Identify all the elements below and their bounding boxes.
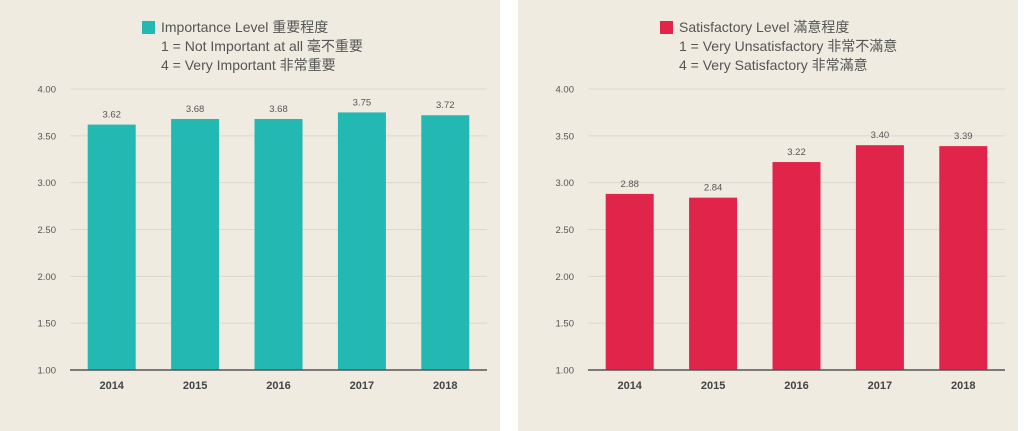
importance-y-tick-label: 1.50 xyxy=(38,319,57,330)
importance-data-label: 3.68 xyxy=(269,104,288,115)
satisfaction-bar xyxy=(689,197,738,370)
importance-data-label: 3.72 xyxy=(436,100,455,111)
importance-bar xyxy=(254,118,303,371)
satisfaction-bar-chart: 4.00 3.50 3.00 2.50 2.00 1.50 1.00 2.88 2014 2.84… xyxy=(556,85,1005,392)
satisfaction-x-tick-label: 2018 xyxy=(951,380,975,392)
satisfaction-y-tick-label: 3.00 xyxy=(556,178,575,189)
satisfaction-chart-panel: Satisfactory Level 滿意程度 1 = Very Unsatis… xyxy=(518,0,1018,431)
satisfaction-data-label: 3.39 xyxy=(954,131,973,142)
satisfaction-legend: Satisfactory Level 滿意程度 1 = Very Unsatis… xyxy=(660,18,897,75)
satisfaction-x-tick-label: 2016 xyxy=(784,380,808,392)
importance-y-tick-label: 2.00 xyxy=(38,272,57,283)
satisfaction-bar xyxy=(605,193,654,370)
importance-legend: Importance Level 重要程度 1 = Not Important … xyxy=(142,18,363,75)
importance-y-tick-label: 4.00 xyxy=(38,85,57,96)
satisfaction-data-label: 2.88 xyxy=(620,179,639,190)
importance-y-tick-label: 1.00 xyxy=(38,366,57,377)
importance-legend-line-1: 1 = Not Important at all 毫不重要 xyxy=(161,38,363,54)
importance-x-tick-label: 2018 xyxy=(433,380,457,392)
satisfaction-bar xyxy=(855,145,904,370)
importance-bar-chart: 4.00 3.50 3.00 2.50 2.00 1.50 1.00 3.62 2014 3.68… xyxy=(38,85,487,392)
importance-x-tick-label: 2015 xyxy=(183,380,207,392)
satisfaction-legend-swatch xyxy=(660,21,673,34)
importance-x-tick-label: 2017 xyxy=(350,380,374,392)
satisfaction-legend-title: Satisfactory Level 滿意程度 xyxy=(679,19,850,35)
importance-legend-line-2: 4 = Very Important 非常重要 xyxy=(161,57,336,73)
importance-data-label: 3.68 xyxy=(186,104,205,115)
satisfaction-bar xyxy=(772,162,821,370)
importance-x-tick-label: 2016 xyxy=(266,380,290,392)
satisfaction-data-label: 3.40 xyxy=(871,130,890,141)
satisfaction-x-tick-label: 2017 xyxy=(868,380,892,392)
satisfaction-data-label: 2.84 xyxy=(704,183,723,194)
importance-legend-title: Importance Level 重要程度 xyxy=(161,19,329,35)
importance-bar xyxy=(337,112,386,371)
importance-y-tick-label: 3.50 xyxy=(38,131,57,142)
importance-legend-swatch xyxy=(142,21,155,34)
satisfaction-legend-line-2: 4 = Very Satisfactory 非常滿意 xyxy=(679,57,868,73)
satisfaction-y-tick-label: 1.50 xyxy=(556,319,575,330)
satisfaction-bar xyxy=(939,146,988,370)
importance-y-tick-label: 2.50 xyxy=(38,225,57,236)
importance-y-tick-label: 3.00 xyxy=(38,178,57,189)
importance-data-label: 3.75 xyxy=(353,97,372,108)
importance-chart-panel: Importance Level 重要程度 1 = Not Important … xyxy=(0,0,500,431)
satisfaction-x-tick-label: 2014 xyxy=(617,380,642,392)
importance-data-label: 3.62 xyxy=(102,110,121,121)
satisfaction-y-tick-label: 2.00 xyxy=(556,272,575,283)
importance-bar xyxy=(421,115,470,370)
importance-x-tick-label: 2014 xyxy=(99,380,124,392)
satisfaction-legend-line-1: 1 = Very Unsatisfactory 非常不滿意 xyxy=(679,38,898,54)
importance-bar xyxy=(171,118,220,371)
satisfaction-y-tick-label: 4.00 xyxy=(556,85,575,96)
satisfaction-y-tick-label: 3.50 xyxy=(556,131,575,142)
satisfaction-x-tick-label: 2015 xyxy=(701,380,725,392)
satisfaction-y-tick-label: 2.50 xyxy=(556,225,575,236)
satisfaction-y-tick-label: 1.00 xyxy=(556,366,575,377)
importance-bar xyxy=(87,124,136,371)
satisfaction-data-label: 3.22 xyxy=(787,147,806,158)
